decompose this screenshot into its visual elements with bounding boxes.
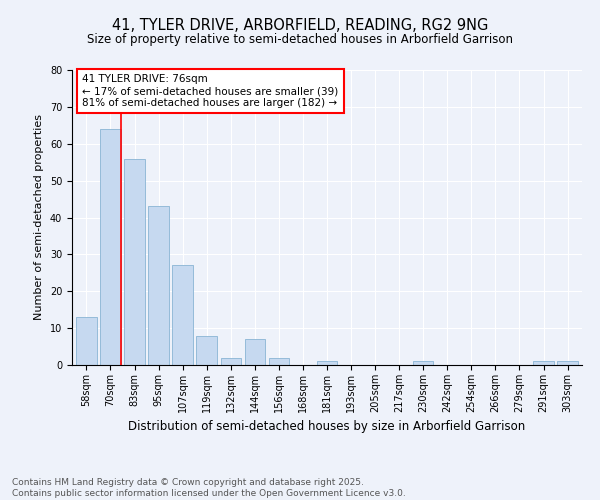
Text: Contains HM Land Registry data © Crown copyright and database right 2025.
Contai: Contains HM Land Registry data © Crown c… xyxy=(12,478,406,498)
Bar xyxy=(196,336,217,365)
Bar xyxy=(100,129,121,365)
Bar xyxy=(124,158,145,365)
Bar xyxy=(76,317,97,365)
Y-axis label: Number of semi-detached properties: Number of semi-detached properties xyxy=(34,114,44,320)
X-axis label: Distribution of semi-detached houses by size in Arborfield Garrison: Distribution of semi-detached houses by … xyxy=(128,420,526,434)
Bar xyxy=(533,362,554,365)
Text: Size of property relative to semi-detached houses in Arborfield Garrison: Size of property relative to semi-detach… xyxy=(87,32,513,46)
Bar xyxy=(148,206,169,365)
Bar xyxy=(221,358,241,365)
Bar xyxy=(557,362,578,365)
Text: 41 TYLER DRIVE: 76sqm
← 17% of semi-detached houses are smaller (39)
81% of semi: 41 TYLER DRIVE: 76sqm ← 17% of semi-deta… xyxy=(82,74,338,108)
Text: 41, TYLER DRIVE, ARBORFIELD, READING, RG2 9NG: 41, TYLER DRIVE, ARBORFIELD, READING, RG… xyxy=(112,18,488,32)
Bar xyxy=(413,362,433,365)
Bar xyxy=(245,339,265,365)
Bar xyxy=(269,358,289,365)
Bar xyxy=(317,362,337,365)
Bar xyxy=(172,266,193,365)
